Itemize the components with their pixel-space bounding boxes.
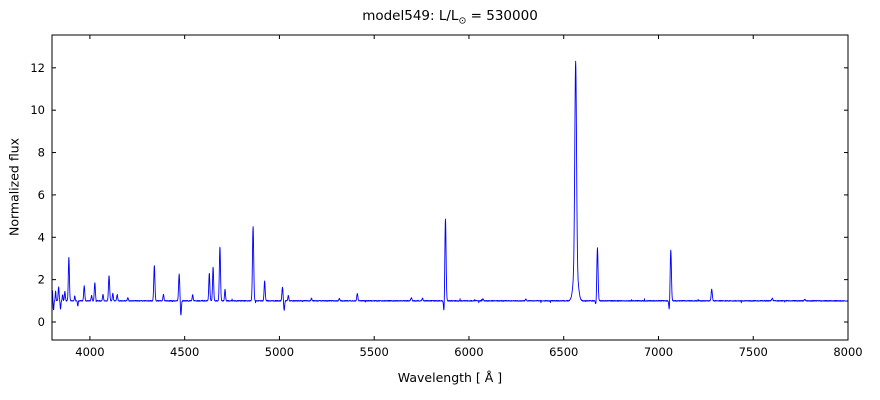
title-suffix: = 530000	[466, 8, 538, 24]
x-tick-label: 7500	[739, 345, 768, 359]
plot-frame	[51, 34, 849, 341]
x-tick-label: 5000	[265, 345, 294, 359]
y-tick-label: 4	[38, 230, 45, 244]
x-tick-label: 7000	[644, 345, 673, 359]
x-tick-label: 4000	[75, 345, 104, 359]
y-tick-label: 12	[30, 61, 45, 75]
y-tick-label: 8	[38, 146, 45, 160]
title-prefix: model549: L/L	[362, 8, 459, 24]
y-axis-label: Normalized flux	[6, 137, 22, 237]
spectrum-line	[51, 60, 849, 316]
x-tick-label: 5500	[360, 345, 389, 359]
y-tick-label: 0	[38, 315, 45, 329]
x-tick-label: 4500	[170, 345, 199, 359]
y-tick-label: 10	[30, 103, 45, 117]
x-tick-label: 6000	[454, 345, 483, 359]
title-sun-symbol: ⊙	[458, 15, 467, 27]
y-tick-label: 6	[38, 188, 45, 202]
x-axis-label: Wavelength [ Å ]	[397, 370, 503, 385]
x-tick-label: 6500	[549, 345, 578, 359]
chart-title: model549: L/L⊙ = 530000	[52, 8, 848, 27]
x-tick-label: 8000	[833, 345, 862, 359]
y-tick-label: 2	[38, 273, 45, 287]
